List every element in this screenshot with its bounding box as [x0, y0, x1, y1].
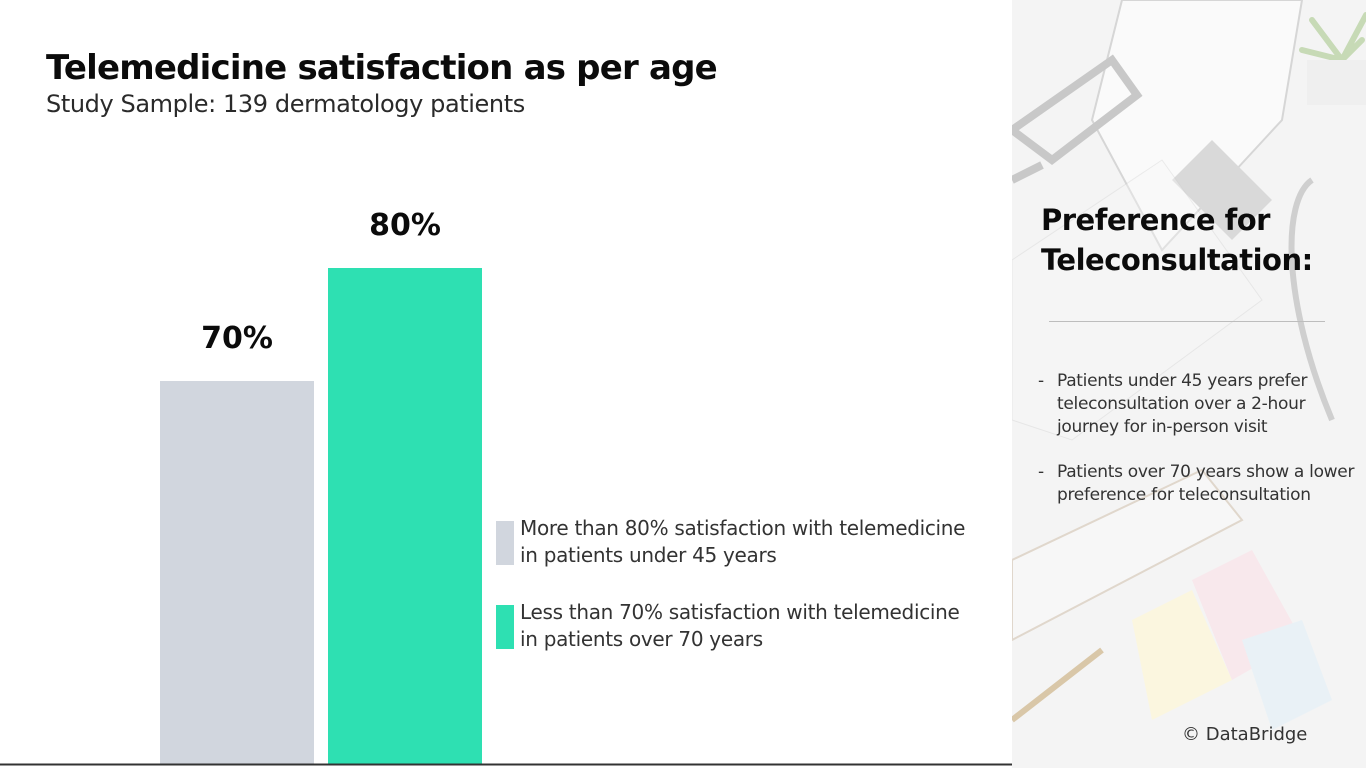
bullet-text: Patients over 70 years show a lower pref…: [1057, 462, 1355, 505]
bullet-item: - Patients under 45 years prefer telecon…: [1038, 370, 1358, 439]
chart-legend: More than 80% satisfaction with telemedi…: [496, 515, 966, 683]
data-label-over-70: 80%: [369, 208, 441, 243]
chart-title: Telemedicine satisfaction as per age: [46, 48, 718, 88]
panel-title: Preference for Teleconsultation:: [1041, 203, 1313, 277]
data-label-under-45: 70%: [201, 321, 273, 356]
desk-background-image: [1012, 0, 1366, 768]
legend-swatch-under-45: [496, 521, 514, 565]
bar-under-45: [160, 381, 314, 764]
legend-item-under-45: More than 80% satisfaction with telemedi…: [496, 515, 966, 569]
chart-subtitle: Study Sample: 139 dermatology patients: [46, 90, 525, 118]
bullet-text: Patients under 45 years prefer teleconsu…: [1057, 371, 1308, 437]
bullet-dash-marker: -: [1038, 462, 1045, 482]
data-labels-group: 70% 80%: [201, 208, 441, 356]
preference-bullet-list: - Patients under 45 years prefer telecon…: [1038, 370, 1358, 529]
legend-label-under-45: More than 80% satisfaction with telemedi…: [520, 516, 966, 567]
bullet-dash-marker: -: [1038, 371, 1045, 391]
panel-divider: [1049, 321, 1325, 322]
bullet-item: - Patients over 70 years show a lower pr…: [1038, 461, 1358, 507]
bar-over-70: [328, 268, 482, 764]
side-panel: Preference for Teleconsultation: - Patie…: [1012, 0, 1366, 768]
copyright-text: © DataBridge: [1182, 724, 1308, 745]
legend-swatch-over-70: [496, 605, 514, 649]
bar-chart: 70% 80%: [0, 208, 1012, 766]
legend-item-over-70: Less than 70% satisfaction with telemedi…: [496, 599, 966, 653]
bars-group: [160, 268, 482, 764]
legend-label-over-70: Less than 70% satisfaction with telemedi…: [520, 600, 960, 651]
